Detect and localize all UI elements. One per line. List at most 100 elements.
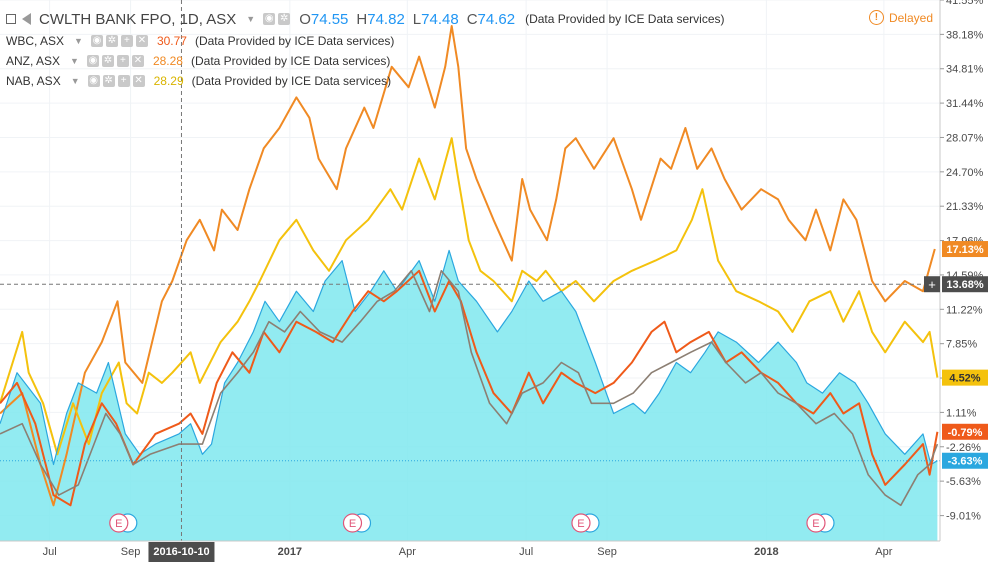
compare-row-wbc: WBC, ASX ▼ ◉ ✲ + ✕ 30.77 (Data Provided by … bbox=[6, 31, 724, 51]
main-provider: (Data Provided by ICE Data services) bbox=[525, 12, 725, 26]
delayed-indicator[interactable]: ! Delayed bbox=[868, 10, 933, 25]
series-line-nab bbox=[0, 137, 939, 456]
gear-icon[interactable]: ✲ bbox=[278, 13, 291, 25]
compare-provider: (Data Provided by ICE Data services) bbox=[191, 74, 392, 88]
crosshair-date-box bbox=[148, 542, 215, 562]
flag-icon[interactable] bbox=[22, 13, 31, 25]
open-label: O bbox=[299, 10, 311, 28]
series-line-anz bbox=[0, 25, 936, 507]
time-tick-label: Jul bbox=[43, 546, 57, 558]
alert-icon: ! bbox=[868, 10, 884, 25]
eye-icon[interactable]: ◉ bbox=[263, 13, 276, 25]
gear-icon[interactable]: ✲ bbox=[102, 75, 115, 87]
price-tick-label: -5.63% bbox=[946, 476, 981, 488]
time-tick-label: 2018 bbox=[754, 546, 778, 558]
compare-last-value: 28.29 bbox=[153, 74, 184, 88]
delayed-label: Delayed bbox=[888, 10, 933, 25]
price-tick-label: 31.44% bbox=[946, 98, 984, 110]
time-tick-label: Apr bbox=[875, 546, 892, 558]
time-tick-label: Jul bbox=[519, 546, 533, 558]
compare-symbol[interactable]: WBC, ASX bbox=[6, 34, 65, 48]
crosshair-plus-button[interactable] bbox=[924, 276, 940, 293]
chevron-down-icon[interactable]: ▼ bbox=[246, 14, 256, 24]
compare-symbol[interactable]: NAB, ASX bbox=[6, 74, 61, 88]
compare-last-value: 28.28 bbox=[152, 54, 183, 68]
high-value: 74.82 bbox=[367, 10, 405, 28]
plus-icon[interactable]: + bbox=[120, 35, 133, 47]
crosshair-value-label-box bbox=[942, 276, 988, 293]
eye-icon[interactable]: ◉ bbox=[86, 55, 99, 67]
event-label: E bbox=[812, 518, 819, 530]
last-value-labels: 17.13% 4.52% -3.63% -0.79% + 13.68% bbox=[924, 241, 988, 469]
event-marker[interactable] bbox=[571, 513, 591, 533]
chevron-down-icon[interactable]: ▼ bbox=[70, 76, 80, 86]
collapse-box-icon[interactable] bbox=[6, 14, 16, 24]
series-area-cba bbox=[0, 250, 938, 541]
legend: CWLTH BANK FPO, 1D, ASX ▼ ◉ ✲ O 74.55 H 74… bbox=[6, 8, 724, 91]
chevron-down-icon[interactable]: ▼ bbox=[74, 36, 83, 46]
event-marker[interactable] bbox=[806, 513, 826, 533]
close-icon[interactable]: ✕ bbox=[132, 75, 145, 87]
series-line-wbc bbox=[0, 269, 939, 507]
last-value-anz-box bbox=[942, 241, 988, 258]
compare-provider: (Data Provided by ICE Data services) bbox=[194, 34, 395, 48]
plus-icon[interactable]: + bbox=[117, 75, 130, 87]
event-label: E bbox=[115, 518, 122, 530]
plus-icon: + bbox=[928, 277, 936, 292]
last-value-wbc-box bbox=[942, 423, 988, 440]
eye-icon[interactable]: ◉ bbox=[87, 75, 100, 87]
event-label: E bbox=[577, 518, 584, 530]
open-value: 74.55 bbox=[310, 10, 349, 28]
last-value-nab: 4.52% bbox=[949, 373, 980, 385]
price-tick-label: 34.81% bbox=[946, 64, 984, 76]
compare-row-nab: NAB, ASX ▼ ◉ ✲ + ✕ 28.29 (Data Provided by … bbox=[6, 71, 724, 91]
series-line-gray bbox=[0, 270, 939, 507]
crosshair-date-label: 2016-10-10 bbox=[153, 546, 209, 558]
series-lines bbox=[0, 25, 939, 507]
price-tick-label: 21.33% bbox=[946, 201, 984, 213]
compare-row-anz: ANZ, ASX ▼ ◉ ✲ + ✕ 28.28 (Data Provided by … bbox=[6, 51, 724, 71]
price-tick-label: 38.18% bbox=[946, 29, 984, 41]
time-tick-label: Apr bbox=[399, 546, 416, 558]
time-axis[interactable]: Jul Sep 2017 Apr Jul Sep 2018 Apr 2016-10-10 bbox=[0, 540, 940, 562]
chevron-down-icon[interactable]: ▼ bbox=[70, 56, 79, 66]
time-tick-label: Sep bbox=[597, 546, 617, 558]
time-tick-label: Sep bbox=[121, 546, 141, 558]
main-symbol-title[interactable]: CWLTH BANK FPO, 1D, ASX bbox=[39, 10, 237, 28]
high-label: H bbox=[356, 10, 368, 28]
gear-icon[interactable]: ✲ bbox=[101, 55, 114, 67]
price-tick-label: 11.22% bbox=[946, 304, 983, 316]
price-tick-label: 28.07% bbox=[946, 132, 984, 144]
time-tick-label: 2017 bbox=[278, 546, 302, 558]
price-tick-label: 41.55% bbox=[946, 0, 984, 7]
close-label: C bbox=[466, 10, 478, 28]
low-label: L bbox=[412, 10, 422, 28]
price-tick-label: -2.26% bbox=[946, 442, 981, 454]
gear-icon[interactable]: ✲ bbox=[105, 35, 118, 47]
event-label: E bbox=[349, 518, 356, 530]
last-value-anz: 17.13% bbox=[946, 244, 984, 256]
close-value: 74.62 bbox=[477, 10, 516, 28]
event-marker[interactable] bbox=[109, 513, 129, 533]
last-value-wbc: -0.79% bbox=[948, 427, 983, 439]
price-tick-label: -9.01% bbox=[946, 511, 981, 523]
compare-symbol[interactable]: ANZ, ASX bbox=[6, 54, 61, 68]
price-tick-label: 24.70% bbox=[946, 167, 984, 179]
price-tick-label: 1.11% bbox=[946, 407, 977, 419]
close-icon[interactable]: ✕ bbox=[135, 35, 148, 47]
close-icon[interactable]: ✕ bbox=[131, 55, 144, 67]
time-axis-background bbox=[0, 541, 940, 562]
plus-icon[interactable]: + bbox=[116, 55, 129, 67]
last-value-cba-box bbox=[942, 452, 988, 469]
last-value-cba: -3.63% bbox=[948, 456, 983, 468]
event-marker[interactable] bbox=[342, 513, 363, 533]
compare-provider: (Data Provided by ICE Data services) bbox=[190, 54, 391, 68]
crosshair bbox=[0, 0, 940, 541]
low-value: 74.48 bbox=[421, 10, 459, 28]
main-symbol-row: CWLTH BANK FPO, 1D, ASX ▼ ◉ ✲ O 74.55 H 74… bbox=[6, 8, 724, 30]
compare-last-value: 30.77 bbox=[156, 34, 187, 48]
eye-icon[interactable]: ◉ bbox=[90, 35, 103, 47]
price-tick-label: 7.85% bbox=[946, 339, 977, 351]
